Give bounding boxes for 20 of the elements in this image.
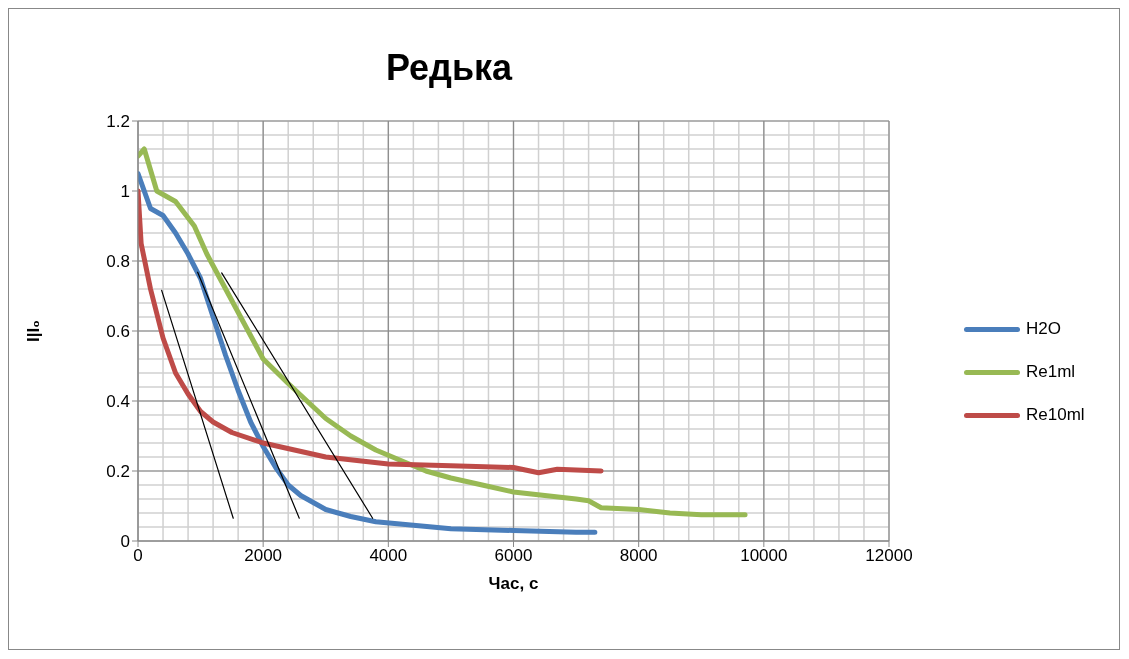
x-axis-title: Час, с: [488, 574, 539, 593]
x-tick-label: 10000: [740, 546, 788, 566]
legend-label: H2O: [1026, 319, 1061, 339]
y-tick-label: 0.2: [106, 462, 130, 482]
y-tick-label: 0.6: [106, 322, 130, 342]
x-tick-label: 4000: [369, 546, 408, 566]
legend-label: Re10ml: [1026, 405, 1085, 425]
x-tick-label: 12000: [865, 546, 913, 566]
legend-label: Re1ml: [1026, 362, 1076, 382]
y-axis-title: I|I₀: [24, 320, 43, 342]
y-tick-label: 0: [120, 532, 130, 552]
y-tick-label: 1.2: [106, 112, 130, 132]
y-tick-label: 0.8: [106, 252, 130, 272]
x-tick-label: 8000: [619, 546, 658, 566]
y-tick-label: 0.4: [106, 392, 130, 412]
chart-title: Редька: [384, 47, 514, 89]
x-tick-label: 0: [133, 546, 143, 566]
y-tick-label: 1: [120, 182, 130, 202]
x-tick-label: 6000: [494, 546, 533, 566]
x-tick-label: 2000: [244, 546, 283, 566]
